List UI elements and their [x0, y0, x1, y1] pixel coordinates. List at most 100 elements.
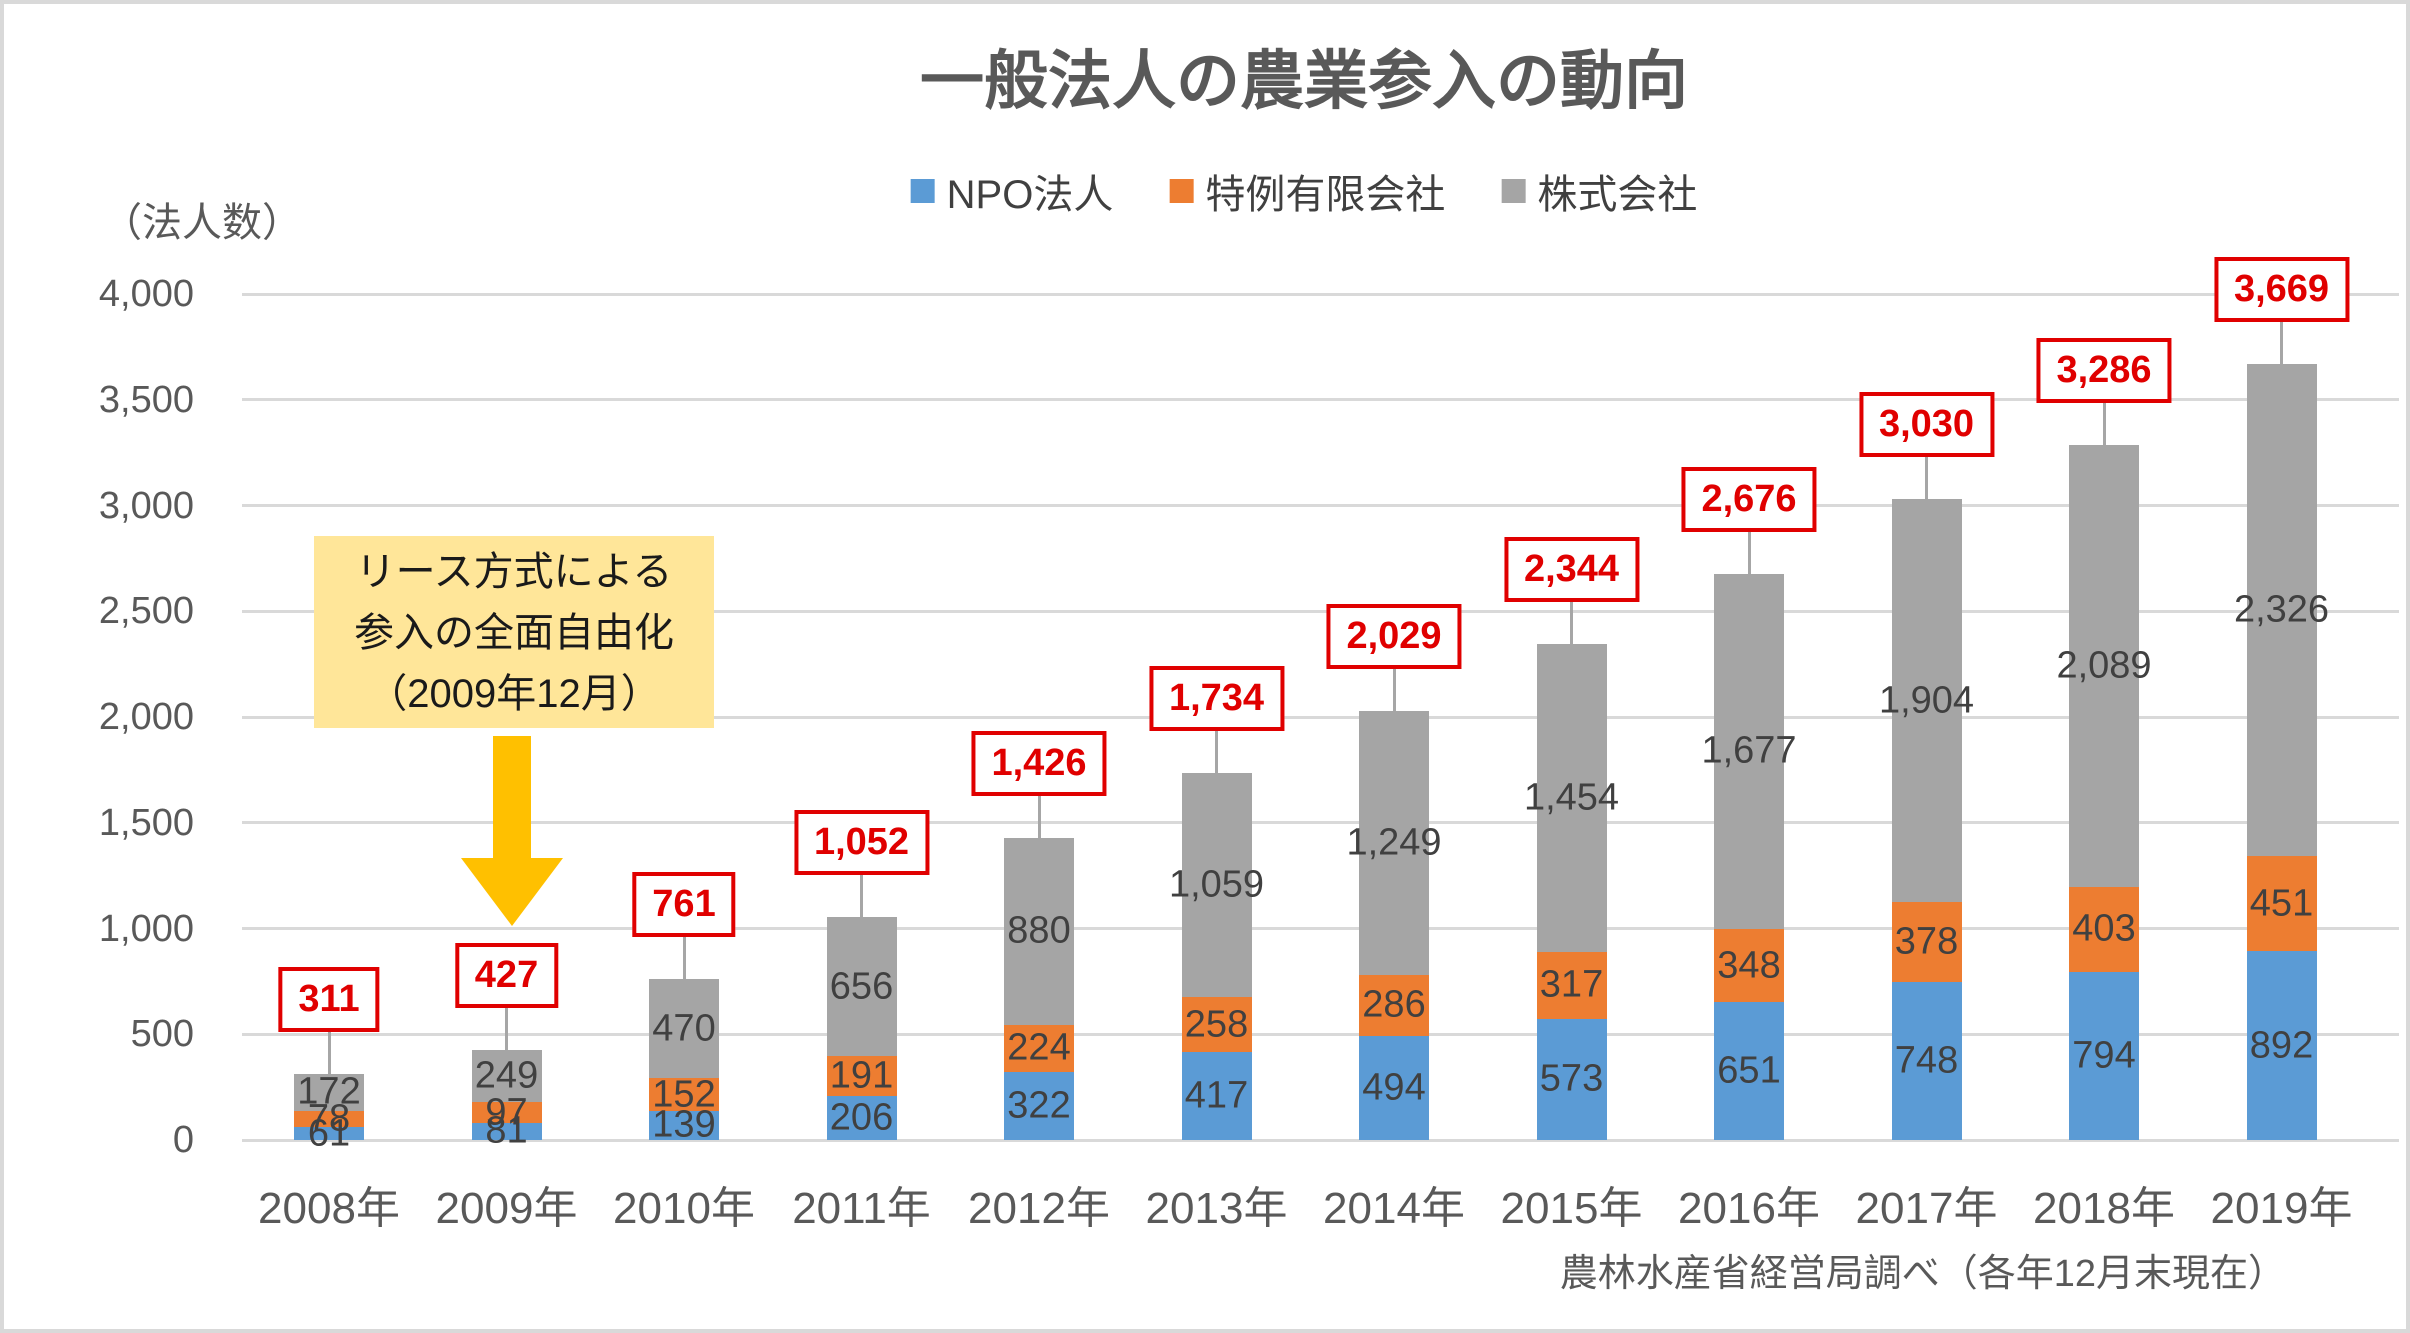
gridline [242, 821, 2399, 825]
bar-segment-tokurei [1004, 1024, 1074, 1072]
y-axis-tick-label: 1,000 [98, 907, 194, 950]
bar-segment-npo [1181, 1051, 1252, 1140]
total-callout: 3,669 [2213, 257, 2350, 322]
bar-segment-tokurei [294, 1110, 364, 1128]
total-callout: 2,676 [1681, 467, 1817, 533]
bar-segment-kabushiki [2246, 364, 2317, 856]
y-axis-tick-label: 1,500 [98, 801, 194, 844]
bar-segment-tokurei [2246, 855, 2317, 952]
x-axis-label: 2019年 [2210, 1184, 2353, 1233]
bar-segment-label: 1,904 [1878, 679, 1975, 721]
annotation-line-3: （2009年12月） [367, 672, 661, 716]
x-axis-label: 2017年 [1855, 1184, 1998, 1233]
callout-leader-line [1925, 457, 1928, 500]
total-callout: 1,052 [793, 810, 930, 876]
bar-segment-label: 2,089 [2056, 644, 2152, 687]
total-callout: 1,734 [1148, 666, 1285, 732]
bar-segment-npo [1359, 1035, 1429, 1140]
bar-segment-kabushiki [1181, 773, 1252, 998]
bar-segment-label: 573 [1539, 1057, 1604, 1100]
bar-segment-label: 2,326 [2233, 588, 2330, 631]
bar-segment-kabushiki [1359, 710, 1429, 976]
y-axis-tick-label: 2,000 [98, 696, 194, 738]
bar-segment-label: 1,454 [1523, 776, 1620, 819]
total-callout: 2,029 [1326, 603, 1462, 669]
total-callout: 761 [632, 872, 736, 938]
bar-segment-label: 172 [297, 1070, 361, 1113]
bar-segment-label: 417 [1184, 1074, 1249, 1117]
bar-segment-kabushiki [471, 1049, 542, 1103]
bar-segment-label: 651 [1717, 1049, 1781, 1092]
callout-leader-line [1392, 668, 1396, 711]
x-axis-label: 2010年 [613, 1184, 755, 1233]
legend-marker-kabushiki [1501, 179, 1526, 203]
y-axis-tick-label: 0 [172, 1119, 194, 1161]
x-axis-label: 2013年 [1145, 1184, 1288, 1233]
x-axis-label: 2014年 [1323, 1184, 1465, 1233]
bar-segment-tokurei [2069, 886, 2139, 973]
callout-leader-line [505, 1007, 508, 1050]
bar-segment-kabushiki [826, 917, 897, 1057]
bar-segment-npo [2246, 951, 2317, 1140]
x-axis-label: 2016年 [1678, 1184, 1820, 1233]
gridline [242, 1032, 2399, 1036]
callout-leader-line [327, 1032, 331, 1075]
bar-segment-label: 748 [1894, 1039, 1959, 1082]
bar-segment-label: 286 [1362, 983, 1426, 1026]
source-note: 農林水産省経営局調べ（各年12月末現在） [1559, 1253, 2286, 1295]
y-axis-unit-label: （法人数） [102, 201, 302, 245]
bar-segment-label: 892 [2249, 1024, 2314, 1067]
legend: NPO法人 特例有限会社 株式会社 [910, 162, 1698, 220]
gridline [242, 504, 2399, 507]
bar-segment-npo [1536, 1018, 1607, 1140]
annotation-box: リース方式による 参入の全面自由化 （2009年12月） [314, 536, 714, 728]
bar-segment-npo [471, 1122, 542, 1140]
bar-segment-label: 322 [1007, 1084, 1071, 1127]
bar-segment-npo [294, 1127, 364, 1140]
bar-segment-npo [649, 1110, 719, 1140]
bar-segment-label: 451 [2249, 882, 2314, 925]
x-axis-label: 2011年 [792, 1184, 931, 1233]
bar-segment-tokurei [471, 1102, 542, 1123]
bar-segment-kabushiki [1536, 644, 1607, 952]
x-axis-label: 2012年 [968, 1184, 1110, 1233]
bar-segment-tokurei [1714, 928, 1784, 1003]
bar-segment-npo [1714, 1002, 1784, 1140]
callout-leader-line [1747, 532, 1751, 575]
bar-segment-kabushiki [2069, 445, 2139, 887]
gridline [242, 715, 2399, 719]
bar-segment-label: 317 [1539, 963, 1604, 1006]
gridline [242, 1138, 2399, 1142]
bar-segment-kabushiki [294, 1074, 364, 1111]
y-axis-tick-label: 2,500 [98, 590, 194, 633]
bar-segment-label: 61 [307, 1112, 351, 1155]
bar-segment-kabushiki [649, 979, 719, 1079]
legend-label-npo: NPO法人 [946, 173, 1114, 217]
bar-segment-tokurei [1181, 997, 1252, 1052]
legend-marker-tokurei [1169, 179, 1194, 203]
legend-marker-npo [910, 179, 935, 203]
bar-segment-npo [1891, 981, 1962, 1140]
gridline [242, 292, 2399, 296]
callout-leader-line [1215, 731, 1218, 774]
bar-segment-label: 656 [829, 965, 894, 1008]
total-callout: 3,030 [1858, 392, 1995, 458]
legend-label-kabushiki: 株式会社 [1537, 173, 1698, 217]
bar-segment-label: 378 [1894, 920, 1959, 963]
legend-label-tokurei: 特例有限会社 [1205, 173, 1446, 217]
bar-segment-label: 81 [485, 1109, 528, 1152]
gridline [242, 609, 2399, 613]
annotation-line-2: 参入の全面自由化 [354, 611, 674, 655]
bar-segment-label: 206 [829, 1096, 894, 1139]
total-callout: 1,426 [971, 731, 1107, 797]
gridline [242, 927, 2399, 930]
legend-item-npo: NPO法人 [910, 162, 1114, 220]
bar-segment-label: 348 [1717, 944, 1781, 986]
x-axis-label: 2008年 [258, 1184, 400, 1233]
gridline [242, 398, 2399, 402]
annotation-arrow-head [461, 858, 563, 926]
callout-leader-line [2102, 403, 2106, 445]
annotation-arrow-shaft [493, 736, 531, 860]
bar-segment-label: 794 [2072, 1034, 2136, 1077]
